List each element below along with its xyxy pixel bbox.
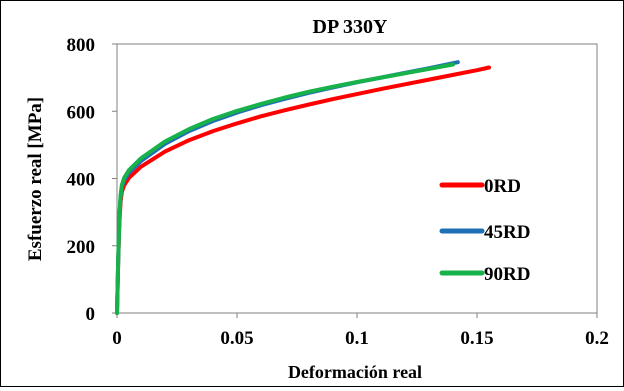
- y-tick-label: 600: [67, 102, 96, 123]
- x-tick-label: 0.1: [345, 328, 369, 349]
- y-tick-label: 0: [86, 304, 96, 325]
- series-line-0rd: [115, 65, 491, 315]
- plot-area: 0 0.05 0.1 0.15 0.2 0 200 400 600 800 0RD 45RD 90RD: [67, 35, 609, 349]
- series-line-90rd: [115, 62, 455, 315]
- x-tick-label: 0.2: [585, 328, 609, 349]
- y-axis-label: Esfuerzo real [MPa]: [25, 97, 46, 261]
- legend-label-90rd: 90RD: [484, 264, 530, 285]
- x-tick-label: 0.05: [220, 328, 253, 349]
- series-line-45rd: [115, 60, 460, 315]
- x-axis-label: Deformación real: [288, 362, 422, 382]
- chart-title: DP 330Y: [313, 16, 389, 38]
- legend-label-45rd: 45RD: [484, 222, 530, 243]
- x-tick-label: 0.15: [460, 328, 493, 349]
- y-tick-label: 400: [67, 170, 96, 191]
- x-tick-label: 0: [112, 328, 122, 349]
- y-tick-label: 200: [67, 237, 96, 258]
- legend-label-0rd: 0RD: [484, 176, 521, 197]
- y-tick-label: 800: [67, 35, 96, 56]
